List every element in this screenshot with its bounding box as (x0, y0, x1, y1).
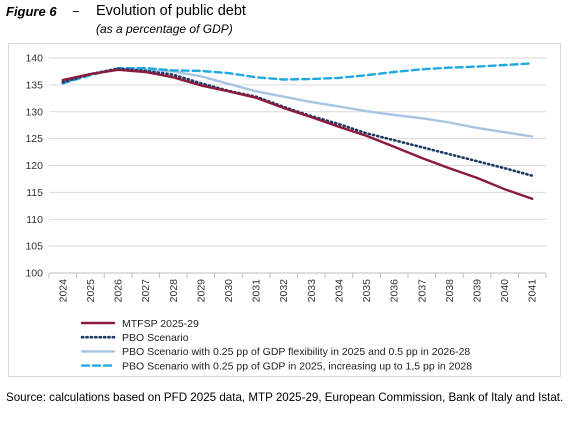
chart-frame: 100 105 110 115 120 125 130 135 140 2024 2025 2026 2… (8, 43, 561, 377)
x-tick-label: 2026 (113, 279, 125, 303)
y-tick-label: 120 (25, 160, 43, 172)
legend-label-3: PBO Scenario with 0.25 pp of GDP flexibi… (122, 346, 470, 358)
x-tick-label: 2037 (416, 279, 428, 303)
x-tick-label: 2036 (389, 279, 401, 303)
legend-label-4: PBO Scenario with 0.25 pp of GDP in 2025… (122, 360, 472, 372)
y-tick-label: 100 (25, 268, 43, 280)
x-tick-label: 2029 (195, 279, 207, 303)
grid-lines (49, 57, 546, 274)
x-tick-label: 2027 (140, 279, 152, 303)
y-tick-label: 125 (25, 133, 43, 145)
debt-line-chart: 100 105 110 115 120 125 130 135 140 2024 2025 2026 2… (25, 53, 547, 372)
x-tick-label: 2025 (85, 279, 97, 303)
x-tick-label: 2024 (57, 279, 69, 303)
axes: 100 105 110 115 120 125 130 135 140 2024 2025 2026 2… (25, 53, 547, 303)
y-tick-label: 115 (26, 187, 43, 199)
x-tick-label: 2030 (223, 279, 235, 303)
y-tick-label: 105 (25, 241, 43, 253)
legend: MTFSP 2025-29 PBO Scenario PBO Scenario wi… (80, 318, 472, 372)
x-tick-label: 2033 (306, 279, 318, 303)
x-tick-label: 2034 (333, 279, 345, 303)
chart-subtitle: (as a percentage of GDP) (96, 22, 233, 36)
x-tick-label: 2038 (444, 279, 456, 303)
x-tick-label: 2039 (471, 279, 483, 303)
x-tick-label: 2041 (527, 279, 539, 303)
x-tick-label: 2031 (251, 279, 263, 303)
figure-label: Figure 6 (6, 4, 57, 19)
series-line-1 (61, 68, 534, 201)
x-tick-label: 2040 (499, 279, 511, 303)
chart-title: Evolution of public debt (96, 3, 246, 19)
x-tick-label: 2028 (168, 279, 180, 303)
legend-label-1: MTFSP 2025-29 (122, 318, 199, 330)
series-line-4 (61, 62, 534, 85)
figure-dash: − (72, 4, 80, 19)
y-tick-label: 140 (25, 53, 43, 65)
source-note: Source: calculations based on PFD 2025 d… (6, 391, 564, 404)
series-lines (61, 62, 534, 201)
y-tick-label: 110 (26, 214, 43, 226)
x-tick-label: 2032 (278, 279, 290, 303)
y-tick-label: 130 (25, 106, 43, 118)
y-tick-label: 135 (25, 79, 43, 91)
legend-label-2: PBO Scenario (122, 332, 189, 344)
x-tick-label: 2035 (361, 279, 373, 303)
